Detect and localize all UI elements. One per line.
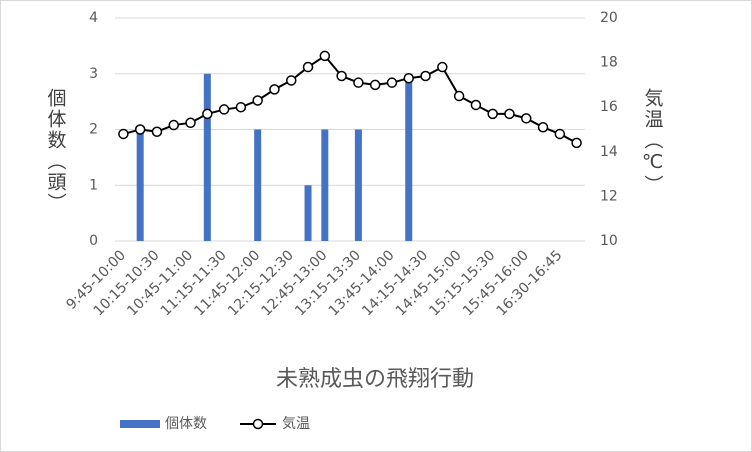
line-marker bbox=[185, 117, 196, 129]
y-tick-label: 4 bbox=[89, 10, 98, 26]
line-marker bbox=[504, 108, 515, 120]
line-marker bbox=[302, 61, 314, 73]
line-marker bbox=[537, 122, 549, 133]
y2-axis-title: 気温（℃） bbox=[642, 88, 664, 196]
y-axis-title: 個体数（頭） bbox=[45, 88, 67, 214]
line-marker bbox=[118, 128, 129, 140]
line-marker bbox=[521, 113, 532, 124]
bar bbox=[203, 73, 211, 241]
line-marker bbox=[252, 95, 263, 106]
line-marker bbox=[420, 70, 431, 82]
y-tick-label: 2 bbox=[89, 122, 98, 138]
bar bbox=[304, 185, 312, 241]
line-marker bbox=[470, 99, 482, 111]
line-marker bbox=[437, 61, 448, 73]
line-marker bbox=[151, 126, 163, 137]
line-marker bbox=[286, 75, 297, 86]
line-marker bbox=[554, 128, 566, 140]
line-marker bbox=[571, 137, 582, 149]
line-marker bbox=[369, 79, 381, 91]
line-marker bbox=[336, 70, 347, 82]
y2-tick-label: 14 bbox=[600, 144, 618, 160]
legend-label: 気温 bbox=[282, 416, 310, 432]
y2-tick-label: 18 bbox=[600, 55, 618, 71]
legend-swatch bbox=[120, 420, 160, 428]
y-tick-label: 3 bbox=[89, 66, 98, 82]
y2-tick-label: 12 bbox=[600, 188, 618, 204]
bar bbox=[405, 73, 413, 241]
bar bbox=[254, 129, 262, 241]
line-marker bbox=[235, 101, 247, 113]
y-tick-label: 0 bbox=[89, 233, 98, 249]
line-marker bbox=[453, 90, 465, 102]
line-marker bbox=[269, 84, 280, 95]
line-marker bbox=[218, 104, 230, 115]
y2-tick-label: 20 bbox=[600, 10, 618, 26]
line-marker bbox=[202, 108, 213, 120]
y-tick-label: 1 bbox=[89, 177, 98, 193]
bar bbox=[321, 129, 329, 241]
y2-tick-label: 16 bbox=[600, 99, 618, 115]
y2-tick-label: 10 bbox=[600, 233, 618, 249]
line-marker bbox=[386, 77, 398, 88]
line-marker bbox=[168, 119, 179, 131]
legend-swatch bbox=[252, 418, 264, 430]
bar bbox=[354, 129, 362, 241]
line bbox=[123, 54, 578, 144]
chart-title: 未熟成虫の飛翔行動 bbox=[276, 367, 474, 392]
line-marker bbox=[319, 50, 331, 62]
legend-label: 個体数 bbox=[165, 416, 207, 432]
line-marker bbox=[487, 108, 498, 120]
line-marker bbox=[403, 72, 414, 84]
bar bbox=[136, 129, 144, 241]
line-marker bbox=[134, 124, 146, 135]
line-marker bbox=[353, 77, 364, 88]
